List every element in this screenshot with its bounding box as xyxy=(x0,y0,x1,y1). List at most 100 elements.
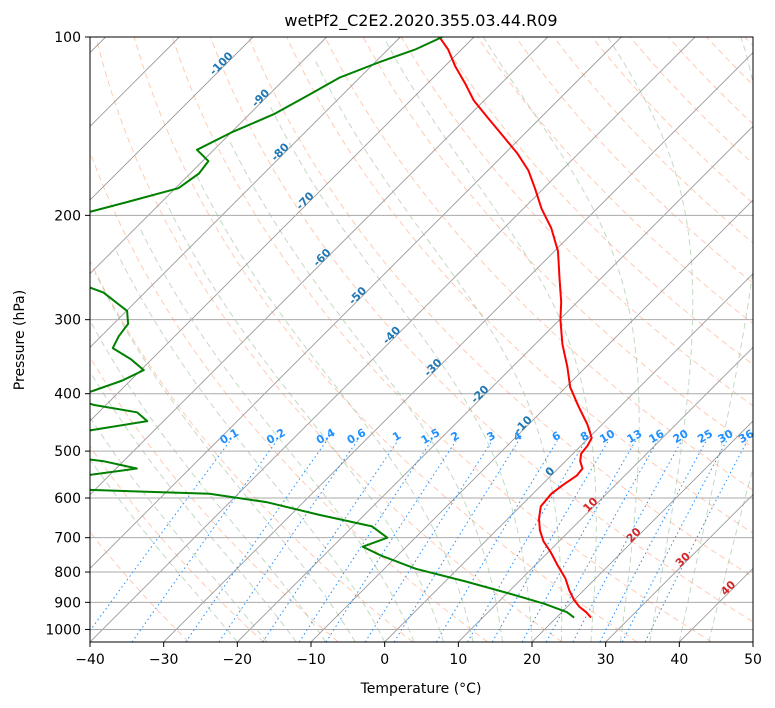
isotherm-line xyxy=(531,420,753,642)
isotherm-line xyxy=(752,641,753,642)
dry-adiabat xyxy=(248,37,753,578)
y-tick-label: 300 xyxy=(54,313,81,329)
chart-title: wetPf2_C2E2.2020.355.03.44.R09 xyxy=(284,11,557,31)
dry-adiabat xyxy=(90,150,488,642)
mixing-ratio-label: 13 xyxy=(625,427,645,446)
dry-adiabat xyxy=(706,37,753,86)
mixing-ratio-label: 1.5 xyxy=(419,426,442,447)
mixing-ratio-label: 10 xyxy=(597,427,617,446)
moist-adiabat xyxy=(315,61,563,642)
mixing-ratio-line xyxy=(644,440,748,642)
x-tick-label: 40 xyxy=(670,652,688,668)
moist-adiabat xyxy=(678,37,753,642)
mixing-ratio-line xyxy=(325,440,457,642)
x-tick-label: −10 xyxy=(296,652,326,668)
mixing-ratio-label: 0.6 xyxy=(345,426,369,447)
axis-ticks: −40 −30 −20 −10 0 10 20 30 40 5010020030040050060… xyxy=(45,30,762,668)
isotherm-label: 20 xyxy=(624,525,644,545)
dry-adiabat xyxy=(324,37,753,491)
dry-adiabat xyxy=(210,37,753,623)
isotherm-line xyxy=(90,37,327,275)
isotherm-line xyxy=(310,199,753,642)
moist-adiabat xyxy=(607,37,694,642)
plot-frame xyxy=(89,36,754,643)
x-tick-label: −40 xyxy=(75,652,105,668)
mixing-ratio-line xyxy=(621,440,728,642)
moist-adiabat xyxy=(268,104,533,642)
dewpoint-profile-line xyxy=(90,37,575,619)
mixing-ratio-line xyxy=(131,440,278,642)
x-tick-label: 10 xyxy=(449,652,467,668)
mixing-ratio-label: 3 xyxy=(485,429,498,444)
dry-adiabat xyxy=(90,356,339,642)
isotherm-label: 30 xyxy=(673,549,693,569)
y-tick-label: 800 xyxy=(54,565,81,581)
mixing-ratio-line xyxy=(521,440,637,642)
mixing-ratio-line xyxy=(467,440,587,642)
x-tick-label: 50 xyxy=(744,652,762,668)
dry-adiabat xyxy=(90,445,264,642)
dry-adiabat xyxy=(744,37,753,47)
isotherm-label: -30 xyxy=(421,356,444,379)
y-tick-label: 500 xyxy=(54,444,81,460)
mixing-ratio-label: 20 xyxy=(671,427,691,446)
mixing-ratio-label: 2 xyxy=(449,429,462,444)
isotherm-line xyxy=(90,37,475,422)
y-tick-label: 100 xyxy=(54,30,81,46)
dry-adiabat xyxy=(553,37,753,244)
x-tick-label: 0 xyxy=(380,652,389,668)
background-lines xyxy=(90,37,753,642)
y-tick-label: 400 xyxy=(54,387,81,403)
mixing-ratio-line xyxy=(599,440,707,642)
y-tick-label: 1000 xyxy=(45,622,81,638)
y-tick-label: 900 xyxy=(54,595,81,611)
isotherm-label: -50 xyxy=(346,284,369,307)
moist-adiabat xyxy=(115,251,386,642)
moist-adiabat xyxy=(94,272,356,642)
isotherm-line xyxy=(90,37,548,496)
x-axis-title: Temperature (°C) xyxy=(360,681,482,697)
mixing-ratio-line xyxy=(185,440,328,642)
mixing-ratio-line xyxy=(572,440,683,642)
temperature-profile-line xyxy=(438,37,593,619)
x-tick-label: 30 xyxy=(597,652,615,668)
mixing-ratio-line xyxy=(435,440,558,642)
mixing-ratio-label: 0.2 xyxy=(264,426,287,447)
profile-lines xyxy=(90,37,593,619)
moist-adiabat xyxy=(383,37,597,642)
moist-adiabat xyxy=(708,466,753,642)
isotherm-label: -90 xyxy=(249,86,272,109)
dry-adiabat xyxy=(133,37,638,642)
isotherm-line xyxy=(90,37,696,642)
moist-adiabat xyxy=(90,416,268,642)
mixing-ratio-label: 6 xyxy=(550,429,563,444)
isotherm-line xyxy=(679,567,753,642)
isotherm-line xyxy=(605,494,753,642)
mixing-ratio-label: 25 xyxy=(695,427,715,446)
mixing-ratio-label: 1 xyxy=(390,429,403,444)
isotherm-label: 40 xyxy=(718,578,738,598)
mixing-ratio-label: 0.4 xyxy=(314,426,338,447)
isotherm-label: -20 xyxy=(468,383,491,406)
dry-adiabat xyxy=(90,259,414,642)
dry-adiabat xyxy=(90,531,190,642)
mixing-ratio-line xyxy=(298,440,432,642)
isotherm-line xyxy=(90,37,622,569)
dry-adiabat xyxy=(438,37,753,366)
dry-adiabat xyxy=(286,37,753,534)
isotherm-label: -40 xyxy=(380,324,403,347)
x-tick-label: −20 xyxy=(223,652,253,668)
mixing-ratio-label: 0.1 xyxy=(218,426,241,447)
isotherm-label: -70 xyxy=(293,189,316,212)
mixing-ratio-line xyxy=(364,440,493,642)
y-tick-label: 600 xyxy=(54,491,81,507)
y-tick-label: 700 xyxy=(54,531,81,547)
x-tick-label: −30 xyxy=(149,652,179,668)
dry-adiabat xyxy=(515,37,753,284)
dry-adiabat xyxy=(171,37,712,642)
dry-adiabat xyxy=(95,37,563,642)
isotherm-label: -100 xyxy=(207,49,236,78)
isotherm-line xyxy=(163,52,753,642)
mixing-ratio-label: 16 xyxy=(647,427,667,446)
